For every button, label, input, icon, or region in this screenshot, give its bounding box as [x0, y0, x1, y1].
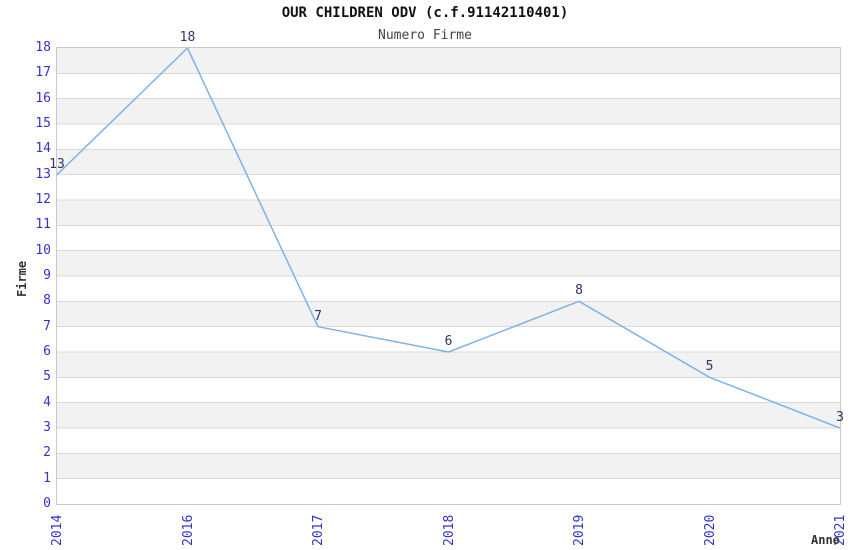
plot-band: [57, 402, 840, 428]
x-tick-label: 2017: [311, 514, 326, 546]
y-tick-label: 15: [35, 116, 51, 131]
y-tick-label: 7: [43, 318, 51, 334]
series-line: [57, 48, 840, 429]
y-tick-label: 5: [43, 369, 51, 385]
plot-band: [57, 48, 840, 74]
y-tick-label: 12: [35, 192, 51, 207]
data-point-label: 6: [444, 334, 453, 349]
y-tick-label: 2: [43, 445, 51, 461]
x-tick-label: 2018: [441, 514, 457, 546]
x-tick-label: 2019: [572, 514, 587, 546]
plot-band: [57, 250, 840, 276]
y-tick-label: 0: [43, 496, 51, 511]
plot-band: [57, 200, 840, 226]
y-tick-label: 10: [35, 242, 51, 258]
y-tick-label: 14: [35, 141, 51, 157]
y-tick-label: 1: [43, 470, 51, 486]
data-point-label: 3: [836, 410, 844, 425]
y-tick-label: 17: [35, 65, 51, 81]
data-point-label: 8: [575, 283, 583, 299]
plot-band: [57, 301, 840, 327]
y-axis-label: Firme: [15, 260, 29, 297]
y-tick-label: 3: [43, 420, 51, 435]
plot-band: [57, 352, 840, 378]
y-tick-label: 16: [35, 90, 51, 106]
y-tick-label: 18: [35, 40, 51, 55]
y-tick-label: 11: [35, 217, 51, 233]
data-point-label: 7: [314, 308, 322, 324]
plot-band: [57, 453, 840, 479]
y-tick-label: 9: [43, 268, 51, 283]
y-tick-label: 13: [35, 166, 51, 182]
plot-canvas: [57, 48, 840, 480]
y-tick-label: 4: [43, 394, 51, 410]
x-tick-label: 2016: [180, 514, 196, 546]
plot-band: [57, 98, 840, 124]
data-point-label: 5: [705, 359, 714, 375]
x-axis-label: Anno: [811, 533, 840, 547]
x-tick-label: 2014: [50, 514, 65, 546]
chart-subtitle: Numero Firme: [378, 28, 472, 43]
chart-title: OUR CHILDREN ODV (c.f.91142110401): [281, 5, 569, 21]
data-point-label: 13: [49, 156, 65, 172]
plot-area: [56, 47, 841, 505]
y-tick-label: 8: [43, 293, 51, 309]
data-point-label: 18: [179, 30, 196, 45]
y-tick-label: 6: [43, 344, 51, 359]
x-tick-label: 2020: [702, 514, 718, 546]
plot-band: [57, 149, 840, 175]
